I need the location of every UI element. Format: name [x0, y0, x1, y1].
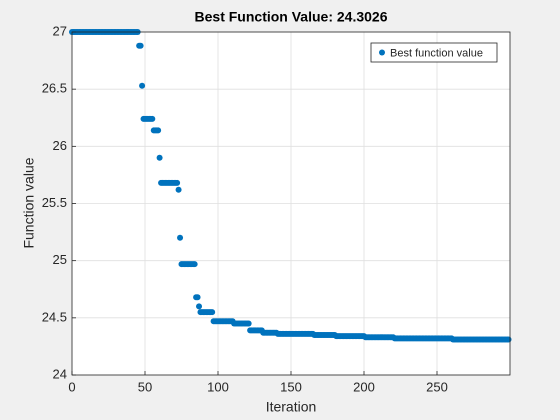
marker	[505, 336, 512, 343]
marker	[174, 179, 181, 186]
marker	[209, 309, 216, 316]
y-tick-label: 27	[53, 23, 67, 38]
y-axis-label: Function value	[21, 157, 37, 248]
markers	[69, 29, 512, 343]
legend: Best function value	[370, 42, 498, 63]
y-tick-label: 25	[53, 252, 67, 267]
x-tick-label: 150	[280, 379, 302, 394]
x-tick-label: 0	[68, 379, 75, 394]
marker	[139, 82, 146, 89]
ticks: 0 50 100 150 200 250 24 24.5 25 25.5 26 26.5 27	[42, 23, 448, 394]
marker	[194, 294, 201, 301]
legend-label: Best function value	[390, 47, 483, 59]
marker	[137, 42, 144, 49]
marker	[191, 261, 198, 268]
marker	[156, 154, 163, 161]
marker	[175, 186, 182, 193]
marker	[245, 320, 252, 327]
y-tick-label: 24.5	[42, 309, 67, 324]
x-tick-label: 250	[426, 379, 448, 394]
y-tick-label: 26.5	[42, 81, 67, 96]
marker	[149, 115, 156, 122]
y-tick-label: 25.5	[42, 195, 67, 210]
y-tick-label: 26	[53, 138, 67, 153]
x-axis-label: Iteration	[266, 399, 317, 415]
x-tick-label: 200	[353, 379, 375, 394]
chart-title: Best Function Value: 24.3026	[195, 9, 388, 25]
y-tick-label: 24	[53, 366, 67, 381]
marker	[177, 234, 184, 241]
marker	[196, 303, 203, 310]
marker	[155, 127, 162, 134]
legend-marker	[379, 49, 385, 56]
x-tick-label: 100	[207, 379, 229, 394]
x-tick-label: 50	[138, 379, 152, 394]
legend-box	[370, 42, 498, 63]
